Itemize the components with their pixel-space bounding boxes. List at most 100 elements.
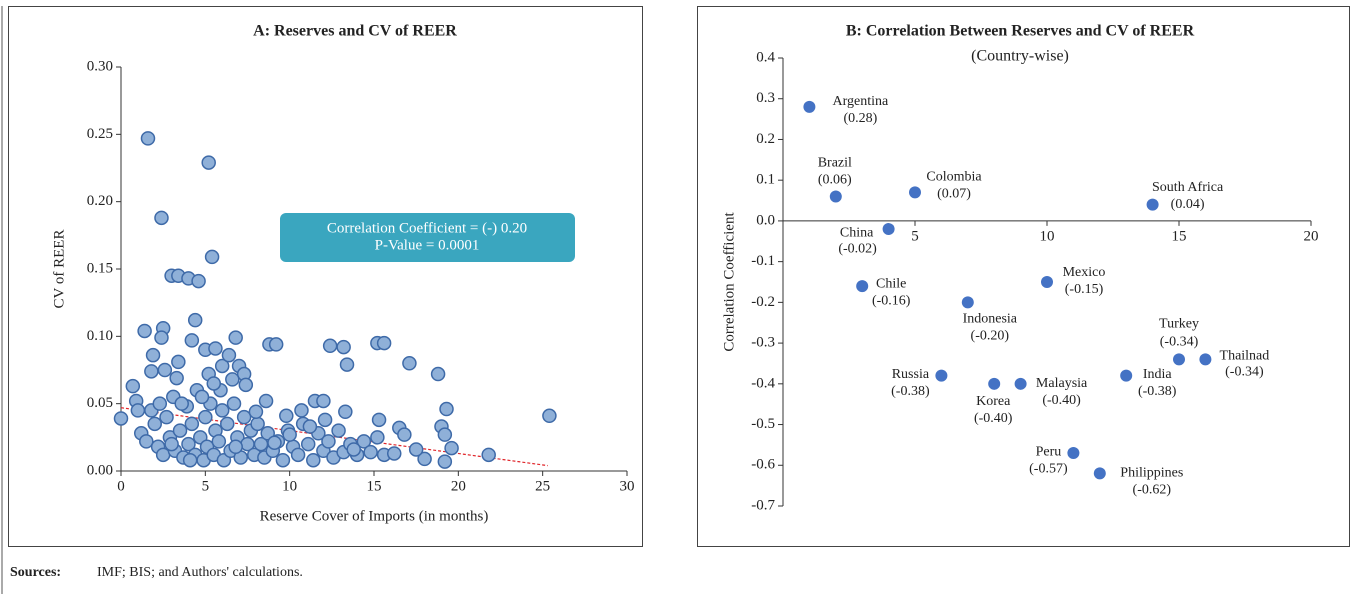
point	[191, 273, 206, 289]
point	[909, 186, 921, 199]
point	[225, 372, 240, 387]
point	[172, 423, 188, 438]
point	[386, 446, 402, 461]
point	[140, 131, 156, 146]
point-label: Philippines	[1120, 466, 1183, 481]
point	[268, 337, 284, 352]
value-label: (-0.20)	[971, 329, 1010, 344]
y-axis-label: CV of REER	[51, 230, 67, 309]
point	[228, 439, 243, 455]
point	[437, 427, 453, 442]
point	[113, 411, 129, 426]
point	[248, 404, 264, 419]
point	[208, 341, 223, 356]
point	[181, 436, 196, 452]
point	[236, 409, 252, 425]
y-tick-label: 0.25	[87, 126, 113, 142]
chart-subtitle: (Country-wise)	[971, 48, 1069, 65]
point	[430, 366, 446, 382]
panel-a-frame	[8, 6, 643, 547]
x-tick-label: 10	[282, 478, 297, 494]
point	[152, 396, 168, 411]
x-tick-label: 25	[535, 478, 550, 494]
point	[275, 452, 291, 468]
point-label: Malaysia	[1036, 376, 1088, 391]
annotation-box	[280, 213, 575, 262]
point-label: South Africa	[1152, 180, 1224, 195]
point	[184, 416, 200, 432]
point	[258, 393, 274, 409]
y-tick-label: 0.3	[756, 90, 775, 106]
value-label: (-0.38)	[1138, 384, 1177, 399]
point	[1199, 353, 1212, 366]
point	[1093, 467, 1106, 480]
point	[226, 396, 242, 411]
point	[201, 155, 216, 170]
point	[125, 378, 141, 394]
value-label: (-0.16)	[872, 293, 911, 308]
point-label: Brazil	[818, 156, 852, 171]
point	[317, 412, 333, 428]
point	[302, 419, 318, 434]
point	[363, 444, 378, 460]
point	[194, 389, 210, 405]
value-label: (-0.34)	[1160, 335, 1199, 350]
point	[145, 347, 161, 363]
point	[282, 427, 297, 442]
value-label: (-0.02)	[838, 241, 877, 256]
point	[182, 452, 198, 468]
y-tick-label: -0.4	[751, 375, 775, 391]
point	[331, 423, 346, 438]
point	[338, 404, 353, 419]
annotation-text: P-Value = 0.0001	[375, 237, 480, 253]
point	[139, 434, 154, 449]
value-label: (0.04)	[1171, 197, 1205, 212]
point	[157, 362, 173, 378]
annotation-text: Correlation Coefficient = (-) 0.20	[327, 220, 527, 236]
point	[144, 364, 159, 379]
value-label: (0.07)	[937, 187, 971, 202]
point	[250, 416, 265, 432]
y-tick-label: 0.1	[756, 172, 775, 188]
point	[204, 249, 220, 265]
y-tick-label: 0.4	[756, 49, 775, 65]
sources-text: IMF; BIS; and Authors' calculations.	[97, 565, 303, 580]
value-label: (0.06)	[818, 173, 852, 188]
y-tick-label: 0.10	[87, 328, 113, 344]
point	[294, 403, 309, 418]
point	[336, 339, 351, 355]
x-tick-label: 10	[1040, 228, 1055, 244]
x-tick-label: 15	[1172, 228, 1187, 244]
point-label: China	[840, 225, 874, 240]
point	[154, 330, 169, 345]
point-label: Turkey	[1159, 317, 1199, 332]
point	[174, 396, 189, 411]
point	[155, 447, 171, 463]
value-label: (-0.40)	[974, 411, 1013, 426]
chart-title: A: Reserves and CV of REER	[253, 23, 457, 40]
point	[376, 335, 392, 351]
x-tick-label: 20	[1304, 228, 1319, 244]
point	[1120, 369, 1133, 382]
value-label: (-0.57)	[1029, 461, 1068, 476]
point	[339, 357, 355, 372]
point-label: Chile	[876, 276, 906, 291]
y-tick-label: 0.30	[87, 58, 113, 74]
y-tick-label: 0.15	[87, 260, 113, 276]
point	[300, 436, 316, 452]
point	[184, 333, 200, 348]
point	[214, 358, 230, 374]
point	[397, 427, 412, 442]
point	[206, 376, 222, 391]
point	[267, 435, 282, 450]
x-axis-label: Reserve Cover of Imports (in months)	[260, 508, 489, 524]
point-label: Thailnad	[1220, 349, 1270, 364]
point	[306, 452, 321, 468]
point	[803, 100, 816, 113]
point	[371, 412, 387, 428]
y-tick-label: -0.6	[751, 457, 775, 473]
y-tick-label: -0.7	[751, 497, 775, 513]
value-label: (-0.38)	[891, 384, 930, 399]
x-tick-label: 15	[367, 478, 382, 494]
